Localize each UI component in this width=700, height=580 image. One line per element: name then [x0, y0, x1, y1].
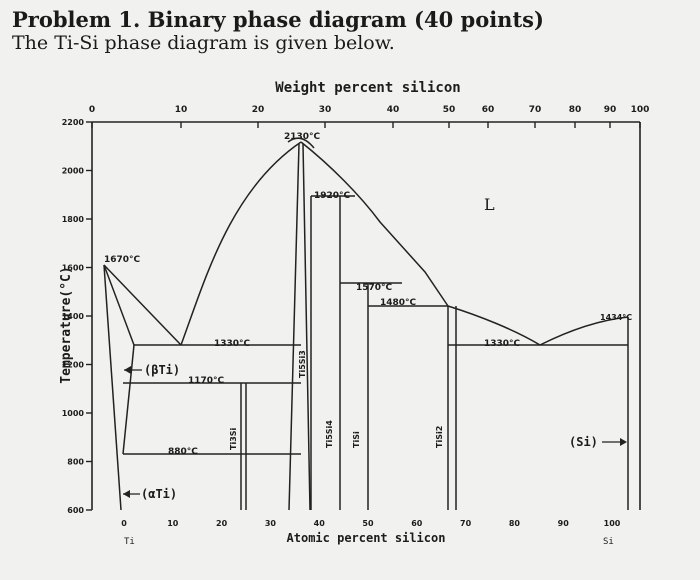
y-tick-label: 1200: [62, 361, 85, 370]
bottom-tick-label: 90: [558, 519, 570, 528]
liquidus-ti-rich-left: [103, 264, 182, 346]
temp-label-1330-left: 1330°C: [214, 339, 251, 349]
beta-ti-lower: [122, 344, 135, 455]
y-tick-label: 2200: [62, 118, 85, 127]
temp-label-1480: 1480°C: [380, 298, 417, 308]
bottom-axis-title: Atomic percent silicon: [287, 531, 446, 545]
bottom-tick-label: 10: [167, 519, 179, 528]
temp-label-880: 880°C: [168, 447, 198, 457]
top-tick-label: 30: [319, 105, 332, 115]
y-tick-label: 1800: [62, 215, 85, 224]
y-tick-label: 2000: [62, 167, 85, 176]
alpha-ti-arrowhead: [123, 490, 130, 498]
temp-label-1920: 1920°C: [314, 191, 351, 201]
compound-label-tisi: TiSi: [352, 431, 361, 448]
bottom-tick-label: 100: [604, 519, 621, 528]
liquidus-tisi2-to-eutectic: [447, 305, 541, 346]
bottom-tick-label: 80: [509, 519, 521, 528]
temp-label-2130: 2130°C: [284, 132, 321, 142]
compound-labels: Ti5Si3 Ti3Si Ti5Si4 TiSi TiSi2: [229, 350, 444, 450]
ti5si3-right-boundary: [302, 143, 311, 511]
top-tick-label: 90: [604, 105, 617, 115]
liquidus-eutectic-to-si: [539, 316, 629, 346]
liquidus-ti5si3-to-tisi2: [300, 141, 449, 307]
y-axis-title: Temperature(°C): [59, 266, 74, 383]
y-tick-label: 800: [67, 458, 84, 467]
bottom-tick-label: 60: [411, 519, 423, 528]
top-tick-label: 70: [529, 105, 542, 115]
bottom-tick-label: 30: [265, 519, 277, 528]
liquidus-to-ti5si3-peak: [180, 141, 302, 346]
bottom-end-si: Si: [603, 537, 614, 547]
top-tick-label: 10: [175, 105, 188, 115]
temperature-labels: 2130°C 1920°C 1670°C 1570°C 1480°C 1434°…: [104, 132, 632, 457]
ti-solvus-left: [103, 264, 122, 511]
phase-label-beta-ti: (βTi): [144, 363, 180, 377]
top-tick-label: 50: [443, 105, 456, 115]
temp-label-1570: 1570°C: [356, 283, 393, 293]
si-arrowhead: [620, 438, 627, 446]
top-tick-label: 0: [89, 105, 95, 115]
compound-label-ti5si3: Ti5Si3: [298, 350, 307, 378]
alpha-ti-label-group: (αTi): [123, 487, 177, 501]
bottom-tick-label: 40: [314, 519, 326, 528]
problem-subtitle: The Ti-Si phase diagram is given below.: [12, 32, 395, 54]
bottom-tick-label: 0: [121, 519, 127, 528]
top-axis-title: Weight percent silicon: [275, 80, 460, 96]
y-tick-labels: 600 800 1000 1200 1400 1600 1800 2000 2200: [62, 118, 92, 515]
top-tick-labels: 0 10 20 30 40 50 60 70 80 90 100: [89, 105, 650, 128]
bottom-tick-labels: 0 10 20 30 40 50 60 70 80 90 100: [121, 519, 621, 528]
compound-label-tisi2: TiSi2: [435, 426, 444, 448]
bottom-end-ti: Ti: [124, 537, 135, 547]
bottom-tick-label: 70: [460, 519, 472, 528]
top-tick-label: 20: [252, 105, 265, 115]
compound-label-ti5si4: Ti5Si4: [325, 420, 334, 448]
ti5si3-left-boundary: [288, 143, 300, 511]
ti5si3-dome: [287, 137, 315, 149]
y-tick-label: 1400: [62, 312, 85, 321]
temp-label-1434: 1434°C: [600, 313, 632, 322]
temp-label-1330-right: 1330°C: [484, 339, 521, 349]
compound-label-ti3si: Ti3Si: [229, 427, 238, 450]
temp-label-1170: 1170°C: [188, 376, 225, 386]
beta-ti-boundary: [103, 264, 135, 346]
y-tick-label: 600: [67, 506, 84, 515]
phase-label-alpha-ti: (αTi): [141, 487, 177, 501]
y-tick-label: 1600: [62, 264, 85, 273]
top-tick-label: 60: [482, 105, 495, 115]
y-tick-label: 1000: [62, 409, 85, 418]
beta-ti-arrowhead: [124, 366, 131, 374]
top-tick-label: 100: [631, 105, 650, 115]
problem-title: Problem 1. Binary phase diagram (40 poin…: [12, 7, 544, 32]
beta-ti-label-group: (βTi): [124, 363, 180, 377]
top-tick-label: 40: [387, 105, 400, 115]
phase-boundaries: [103, 137, 629, 511]
phase-label-si: (Si): [569, 435, 598, 449]
bottom-tick-label: 50: [362, 519, 374, 528]
phase-label-liquid: L: [484, 195, 495, 214]
top-tick-label: 80: [569, 105, 582, 115]
temp-label-1670: 1670°C: [104, 255, 141, 265]
bottom-tick-label: 20: [216, 519, 228, 528]
problem-header: Problem 1. Binary phase diagram (40 poin…: [12, 7, 544, 55]
si-label-group: (Si): [569, 435, 627, 449]
